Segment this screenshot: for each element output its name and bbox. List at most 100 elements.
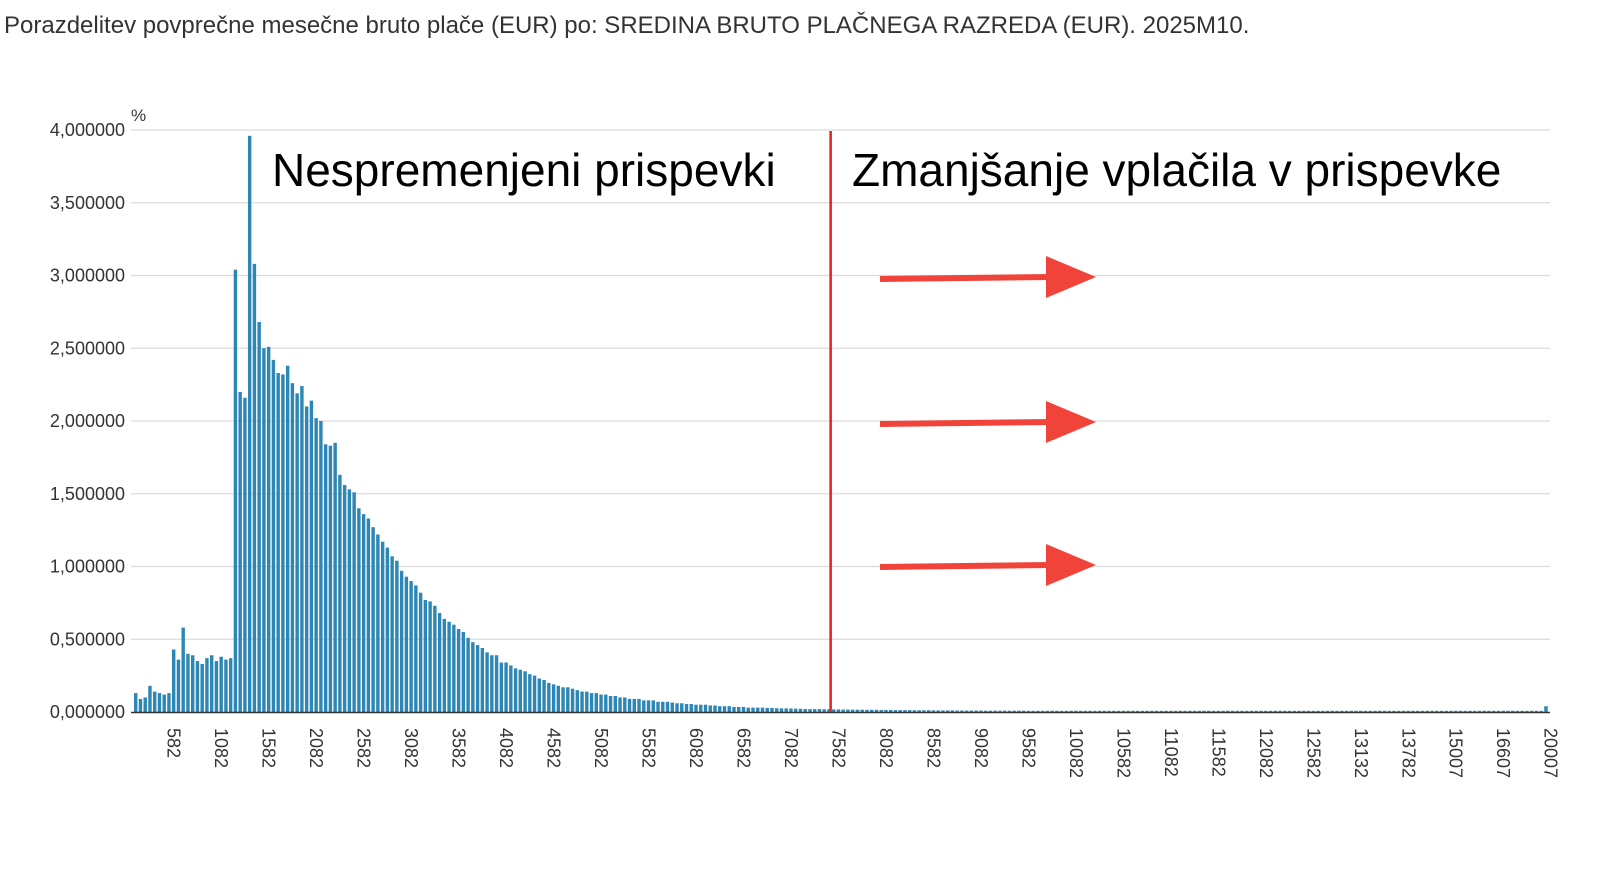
bar	[1102, 710, 1107, 712]
x-tick-label: 582	[164, 728, 184, 758]
right-arrow-icon	[879, 544, 1096, 586]
bar	[1254, 710, 1259, 712]
bar	[642, 700, 646, 712]
bar	[1088, 710, 1092, 712]
bar	[1264, 710, 1268, 712]
bar	[1259, 710, 1263, 712]
bar	[328, 445, 333, 712]
bar	[333, 442, 337, 712]
bar	[732, 706, 736, 712]
bar	[613, 695, 617, 712]
bar	[670, 702, 674, 712]
bar	[1169, 710, 1173, 712]
bar	[390, 556, 394, 712]
bar	[1273, 710, 1278, 712]
bar	[903, 710, 907, 712]
bar	[1411, 710, 1415, 712]
bar	[1121, 710, 1126, 712]
bar	[1330, 710, 1334, 712]
bar	[1316, 710, 1320, 712]
bar	[893, 710, 898, 712]
bar	[209, 655, 214, 712]
x-tick-label: 5582	[639, 728, 659, 768]
bar	[874, 709, 879, 712]
bar	[466, 637, 470, 712]
bar	[547, 682, 551, 712]
bar	[775, 708, 779, 712]
bar	[186, 653, 190, 712]
bar	[808, 709, 812, 712]
bar	[623, 697, 627, 712]
bar	[1192, 710, 1197, 712]
bar	[1473, 710, 1477, 712]
bar	[1420, 710, 1425, 712]
bar	[926, 710, 931, 712]
bar	[1340, 710, 1344, 712]
y-tick-label: 2,000000	[50, 411, 125, 431]
bar	[779, 708, 784, 712]
bar	[941, 710, 945, 712]
bar	[1245, 710, 1249, 712]
bar	[271, 359, 276, 712]
bar	[1287, 710, 1292, 712]
bar	[727, 706, 731, 712]
bar	[1235, 710, 1240, 712]
annotation-unchanged-contributions: Nespremenjeni prispevki	[272, 144, 776, 196]
x-tick-label: 16607	[1493, 728, 1513, 778]
bar	[1145, 710, 1149, 712]
arrow-shaft	[879, 562, 1053, 570]
bar	[1544, 706, 1548, 712]
bar	[756, 707, 760, 712]
bar	[680, 703, 684, 712]
bar	[157, 693, 162, 712]
bar	[675, 703, 679, 712]
x-tick-label: 5082	[591, 728, 611, 768]
bar	[1135, 710, 1140, 712]
bar	[309, 400, 314, 712]
arrow-shaft	[879, 274, 1053, 282]
bar	[319, 421, 323, 712]
bar	[917, 710, 921, 712]
bar	[599, 694, 603, 712]
bar	[314, 418, 318, 712]
x-tick-label: 6582	[733, 728, 753, 768]
bar	[741, 706, 746, 712]
x-tick-label: 11082	[1161, 728, 1181, 777]
bar	[950, 710, 955, 712]
bar	[665, 701, 670, 712]
bar	[661, 701, 665, 712]
bar	[167, 693, 171, 712]
bar	[931, 710, 936, 712]
bar	[452, 624, 456, 712]
bar	[1321, 710, 1325, 712]
bar	[214, 661, 219, 712]
bar	[285, 365, 290, 712]
bar	[1078, 710, 1083, 712]
bar	[371, 527, 375, 712]
bar	[1406, 710, 1410, 712]
x-tick-label: 8582	[923, 728, 943, 768]
bar	[219, 656, 223, 712]
x-tick-label: 1582	[259, 728, 279, 768]
bar	[1074, 710, 1078, 712]
bar	[784, 708, 788, 712]
bar	[433, 605, 437, 712]
bar	[281, 374, 285, 712]
bar	[1416, 710, 1420, 712]
annotation-reduced-contributions: Zmanjšanje vplačila v prispevke	[852, 144, 1501, 196]
bar	[580, 691, 584, 712]
bar	[836, 709, 841, 712]
bar	[437, 613, 442, 712]
bar	[1140, 710, 1145, 712]
bar	[855, 709, 860, 712]
bar	[338, 474, 342, 712]
bar	[1240, 710, 1244, 712]
bar	[1116, 710, 1121, 712]
bar	[399, 570, 404, 712]
bar	[841, 709, 845, 712]
bar	[699, 704, 703, 712]
bar	[1482, 710, 1486, 712]
bar	[594, 693, 599, 712]
bar	[689, 703, 693, 712]
bar	[1292, 710, 1297, 712]
